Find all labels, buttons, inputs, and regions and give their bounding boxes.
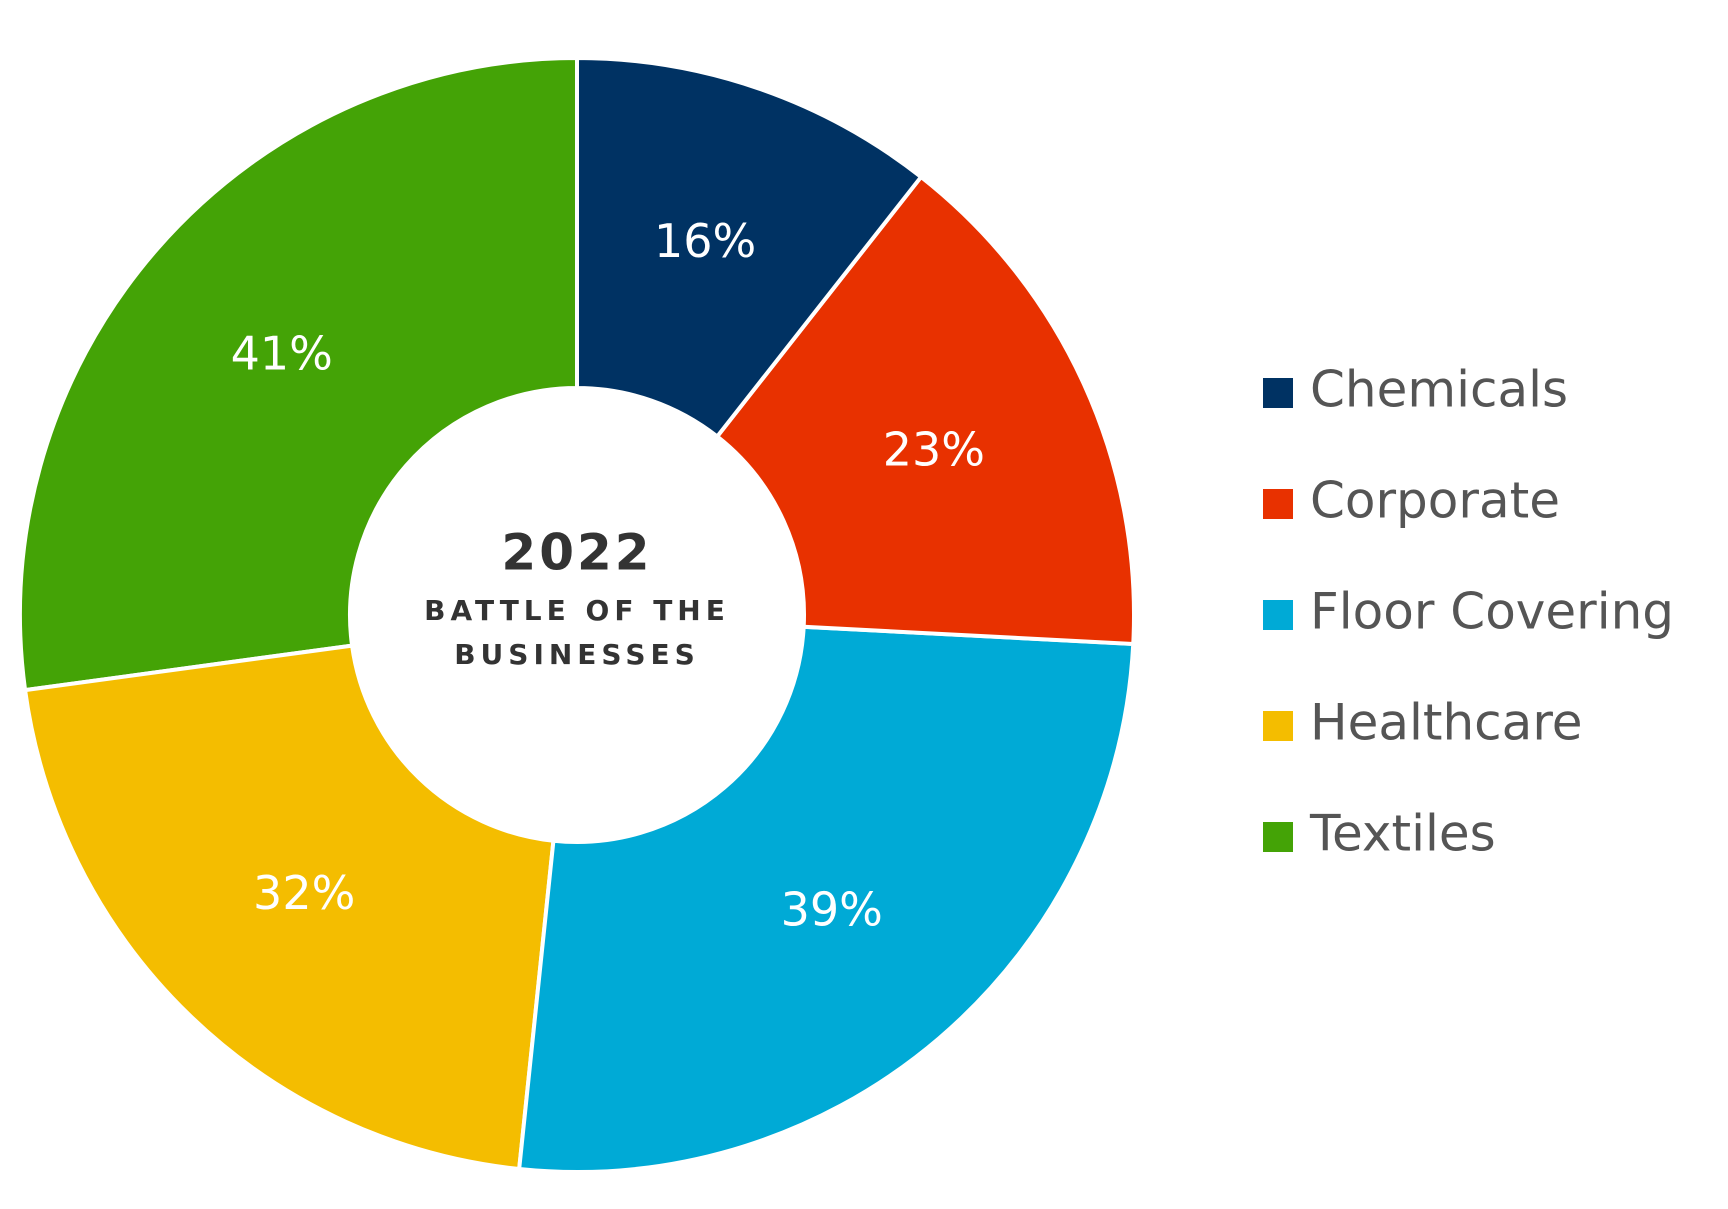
donut-slice xyxy=(22,643,556,1172)
donut-slice xyxy=(714,174,1136,647)
data-label: 16% xyxy=(654,214,756,268)
donut-slice xyxy=(516,624,1136,1175)
data-label: 23% xyxy=(883,422,985,476)
data-label: 41% xyxy=(231,327,333,381)
legend-swatch xyxy=(1263,600,1293,630)
donut-slice xyxy=(575,55,924,440)
legend-swatch xyxy=(1263,489,1293,519)
legend-label: Healthcare xyxy=(1310,694,1583,752)
center-title: 2022 xyxy=(501,524,652,582)
legend-swatch xyxy=(1263,711,1293,741)
legend-label: Chemicals xyxy=(1310,361,1568,419)
legend-label: Floor Covering xyxy=(1310,583,1674,641)
center-subtitle: BATTLE OF THE xyxy=(424,594,730,627)
donut-slice xyxy=(18,55,579,693)
legend-swatch xyxy=(1263,378,1293,408)
legend-label: Textiles xyxy=(1309,805,1496,863)
data-label: 39% xyxy=(781,882,883,936)
data-label: 32% xyxy=(253,866,355,920)
center-subtitle: BUSINESSES xyxy=(454,638,700,671)
legend-label: Corporate xyxy=(1310,472,1560,530)
legend-swatch xyxy=(1263,822,1293,852)
